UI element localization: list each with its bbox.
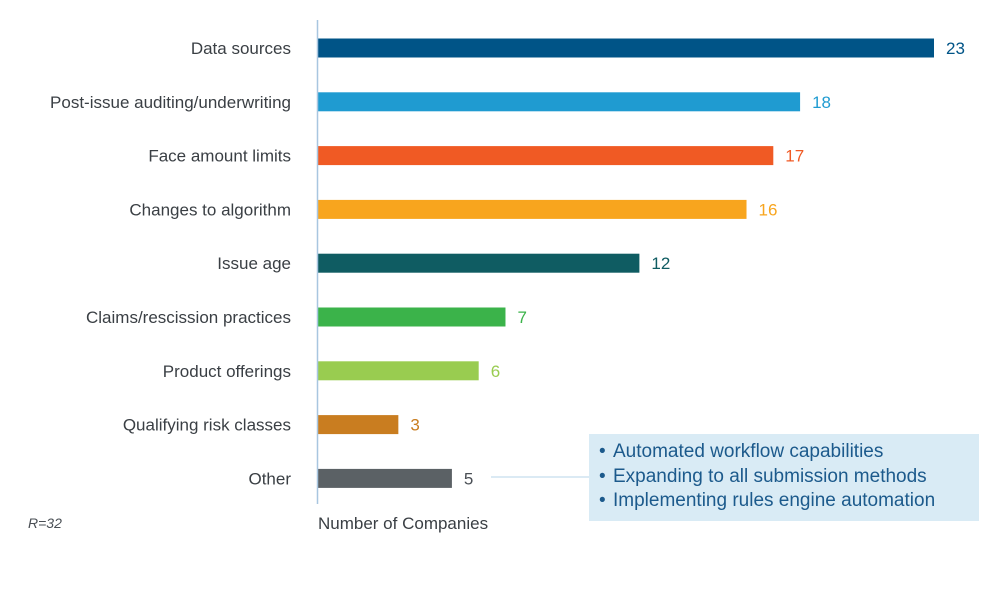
callout-item-text: Implementing rules engine automation	[613, 490, 936, 511]
bullet-icon: •	[599, 441, 606, 462]
callout-box: • Automated workflow capabilities • Expand…	[589, 434, 979, 521]
value-label-qualifying-risk-classes: 3	[410, 416, 419, 435]
value-label-changes-to-algorithm: 16	[759, 200, 778, 219]
bar-issue-age	[318, 253, 640, 273]
sample-size-note: R=32	[28, 515, 62, 531]
callout-item-text: Expanding to all submission methods	[613, 465, 927, 487]
category-label-claims-rescission-practices: Claims/rescission practices	[86, 308, 291, 327]
category-label-face-amount-limits: Face amount limits	[148, 147, 291, 166]
category-label-qualifying-risk-classes: Qualifying risk classes	[123, 416, 291, 435]
category-label-issue-age: Issue age	[217, 254, 291, 273]
bar-data-sources	[318, 38, 934, 58]
category-label-post-issue-auditing-underwriting: Post-issue auditing/underwriting	[50, 93, 291, 112]
category-label-other: Other	[248, 469, 291, 488]
x-axis-title: Number of Companies	[318, 514, 488, 533]
bars-layer: Data sources 23 Post-issue auditing/underw…	[50, 38, 965, 488]
bar-other	[318, 468, 452, 488]
bar-qualifying-risk-classes	[318, 415, 399, 435]
bar-face-amount-limits	[318, 146, 774, 166]
callout-item: • Expanding to all submission methods	[599, 465, 979, 490]
value-label-other: 5	[464, 469, 473, 488]
callout-item: • Automated workflow capabilities	[599, 440, 979, 465]
category-label-product-offerings: Product offerings	[163, 362, 291, 381]
category-label-data-sources: Data sources	[191, 39, 291, 58]
bar-product-offerings	[318, 361, 479, 381]
value-label-face-amount-limits: 17	[785, 147, 804, 166]
category-label-changes-to-algorithm: Changes to algorithm	[129, 200, 291, 219]
bullet-icon: •	[599, 490, 606, 511]
value-label-product-offerings: 6	[491, 362, 500, 381]
value-label-post-issue-auditing-underwriting: 18	[812, 93, 831, 112]
value-label-data-sources: 23	[946, 39, 965, 58]
callout-item: • Implementing rules engine automation	[599, 489, 979, 514]
callout-item-text: Automated workflow capabilities	[613, 441, 884, 462]
bar-changes-to-algorithm	[318, 199, 747, 219]
value-label-claims-rescission-practices: 7	[517, 308, 526, 327]
bar-post-issue-auditing-underwriting	[318, 92, 801, 112]
value-label-issue-age: 12	[651, 254, 670, 273]
bullet-icon: •	[599, 465, 606, 487]
bar-claims-rescission-practices	[318, 307, 506, 327]
